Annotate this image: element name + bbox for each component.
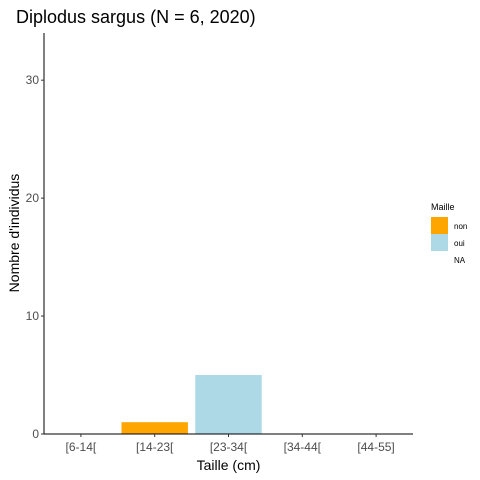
legend-key-oui [431, 234, 448, 251]
y-tick-label: 10 [26, 309, 40, 323]
x-tick-label: [6-14[ [66, 440, 97, 454]
y-tick-label: 30 [26, 73, 40, 87]
legend-label-na: NA [454, 256, 466, 265]
legend-title: Maille [431, 202, 455, 212]
x-ticks: [6-14[ [14-23[ [23-34[ [34-44[ [44-55] [66, 434, 395, 454]
bars-layer [121, 375, 262, 434]
legend-key-non [431, 217, 448, 234]
legend: Maille non oui NA [431, 202, 467, 268]
x-tick-label: [34-44[ [284, 440, 322, 454]
x-axis-title: Taille (cm) [197, 457, 261, 473]
x-tick-label: [23-34[ [210, 440, 248, 454]
y-tick-label: 0 [32, 427, 39, 441]
legend-key-na [431, 251, 448, 268]
y-tick-label: 20 [26, 191, 40, 205]
x-tick-label: [14-23[ [136, 440, 174, 454]
chart-title: Diplodus sargus (N = 6, 2020) [16, 7, 256, 27]
legend-label-oui: oui [454, 239, 465, 248]
x-tick-label: [44-55] [357, 440, 394, 454]
y-axis-title: Nombre d'individus [6, 174, 22, 293]
y-ticks: 0 10 20 30 [26, 73, 44, 441]
legend-label-non: non [454, 222, 467, 231]
bar-non-1 [121, 422, 188, 434]
bar-oui-2 [195, 375, 262, 434]
